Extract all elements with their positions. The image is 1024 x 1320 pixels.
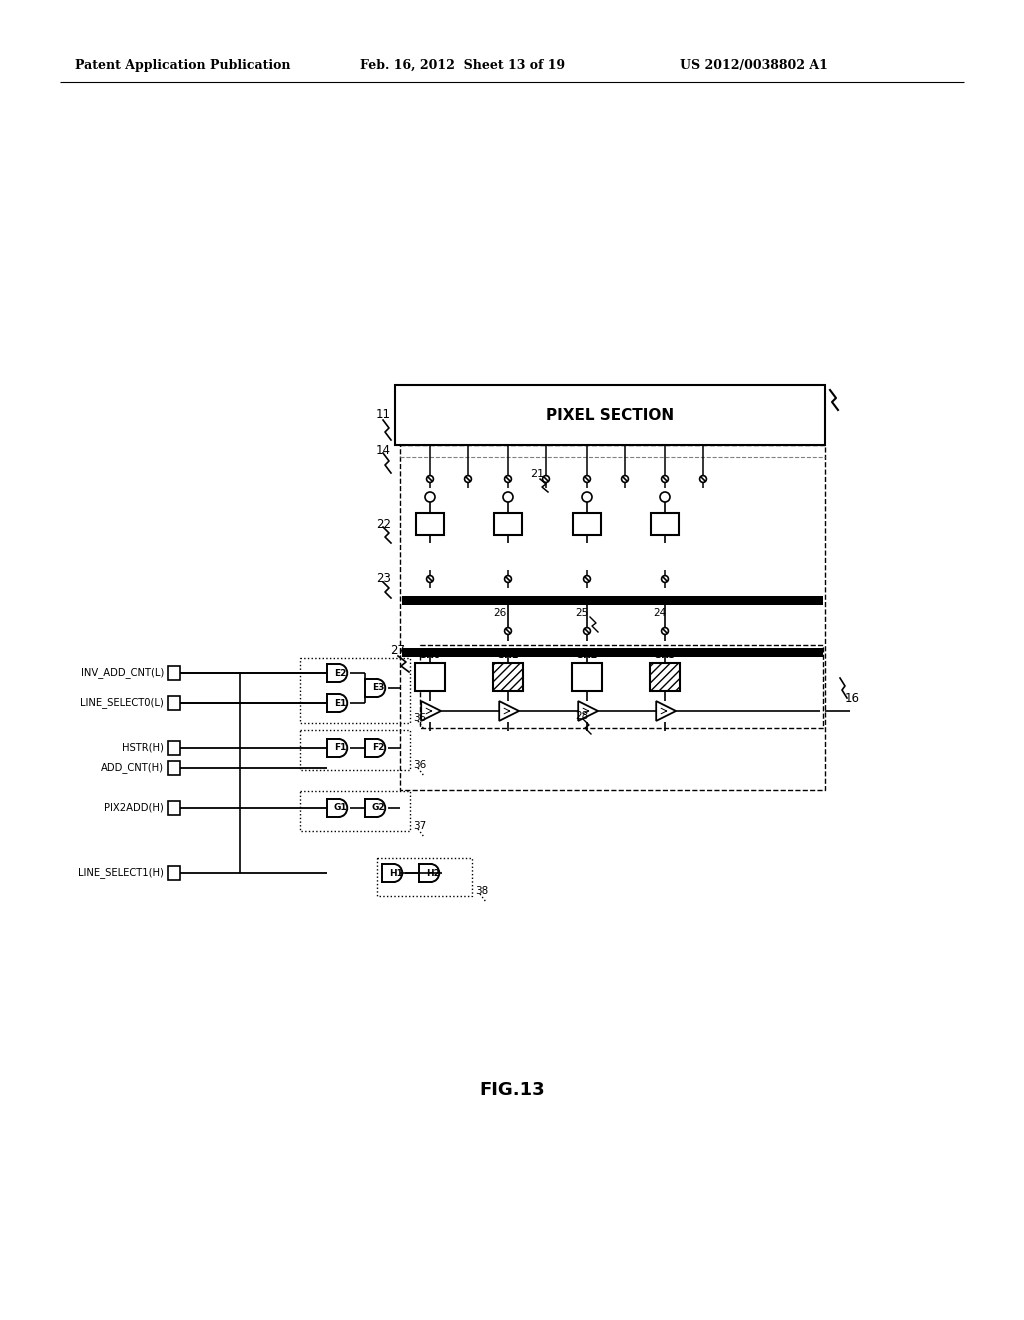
Bar bbox=[493, 663, 523, 690]
Bar bbox=[400, 445, 825, 789]
Text: INV_ADD_CNT(L): INV_ADD_CNT(L) bbox=[81, 668, 164, 678]
Text: 36: 36 bbox=[413, 760, 426, 770]
Text: F1: F1 bbox=[335, 743, 347, 752]
Text: E2: E2 bbox=[335, 668, 347, 677]
Bar bbox=[168, 741, 180, 755]
Polygon shape bbox=[579, 701, 598, 721]
Text: SR2: SR2 bbox=[577, 649, 598, 660]
Text: FIG.13: FIG.13 bbox=[479, 1081, 545, 1100]
Bar bbox=[402, 648, 823, 657]
Bar bbox=[168, 866, 180, 880]
Text: F2: F2 bbox=[373, 743, 385, 752]
Text: 23: 23 bbox=[376, 573, 391, 586]
Bar bbox=[650, 663, 680, 690]
Bar bbox=[377, 858, 472, 896]
Text: 37: 37 bbox=[413, 821, 426, 832]
Bar bbox=[415, 663, 445, 690]
Text: G1: G1 bbox=[334, 804, 347, 813]
Text: 35: 35 bbox=[413, 713, 426, 723]
Bar bbox=[572, 663, 602, 690]
Bar bbox=[168, 762, 180, 775]
Text: 11: 11 bbox=[376, 408, 391, 421]
Polygon shape bbox=[421, 701, 441, 721]
Text: H2: H2 bbox=[426, 869, 439, 878]
Bar bbox=[416, 513, 444, 535]
Text: 27: 27 bbox=[390, 644, 406, 656]
Text: E1: E1 bbox=[335, 698, 347, 708]
Bar bbox=[402, 597, 823, 605]
Text: 28: 28 bbox=[575, 711, 588, 721]
Text: 38: 38 bbox=[475, 886, 488, 896]
Text: 25: 25 bbox=[575, 609, 589, 618]
Text: PIX2ADD(H): PIX2ADD(H) bbox=[104, 803, 164, 813]
Text: 21: 21 bbox=[530, 469, 544, 479]
Bar bbox=[300, 791, 410, 832]
Text: US 2012/0038802 A1: US 2012/0038802 A1 bbox=[680, 58, 827, 71]
Text: H1: H1 bbox=[389, 869, 402, 878]
Bar bbox=[395, 385, 825, 445]
Text: LINE_SELECT0(L): LINE_SELECT0(L) bbox=[80, 697, 164, 709]
Polygon shape bbox=[656, 701, 676, 721]
Bar bbox=[168, 696, 180, 710]
Text: SR0: SR0 bbox=[419, 649, 440, 660]
Bar bbox=[573, 513, 601, 535]
Text: Feb. 16, 2012  Sheet 13 of 19: Feb. 16, 2012 Sheet 13 of 19 bbox=[360, 58, 565, 71]
Text: E3: E3 bbox=[373, 684, 385, 693]
Text: 22: 22 bbox=[376, 517, 391, 531]
Text: G2: G2 bbox=[372, 804, 385, 813]
Bar bbox=[300, 730, 410, 770]
Text: Patent Application Publication: Patent Application Publication bbox=[75, 58, 291, 71]
Bar bbox=[168, 667, 180, 680]
Text: PIXEL SECTION: PIXEL SECTION bbox=[546, 408, 674, 422]
Text: HSTR(H): HSTR(H) bbox=[122, 743, 164, 752]
Bar bbox=[494, 513, 522, 535]
Text: LINE_SELECT1(H): LINE_SELECT1(H) bbox=[78, 867, 164, 878]
Text: SR3: SR3 bbox=[654, 649, 676, 660]
Bar bbox=[300, 657, 410, 723]
Polygon shape bbox=[500, 701, 519, 721]
Text: SR1: SR1 bbox=[498, 649, 519, 660]
Text: 16: 16 bbox=[845, 692, 860, 705]
Text: ADD_CNT(H): ADD_CNT(H) bbox=[101, 763, 164, 774]
Text: 24: 24 bbox=[653, 609, 667, 618]
Text: 14: 14 bbox=[376, 444, 391, 457]
Bar bbox=[651, 513, 679, 535]
Bar bbox=[168, 801, 180, 814]
Bar bbox=[420, 645, 823, 729]
Text: 26: 26 bbox=[494, 609, 507, 618]
